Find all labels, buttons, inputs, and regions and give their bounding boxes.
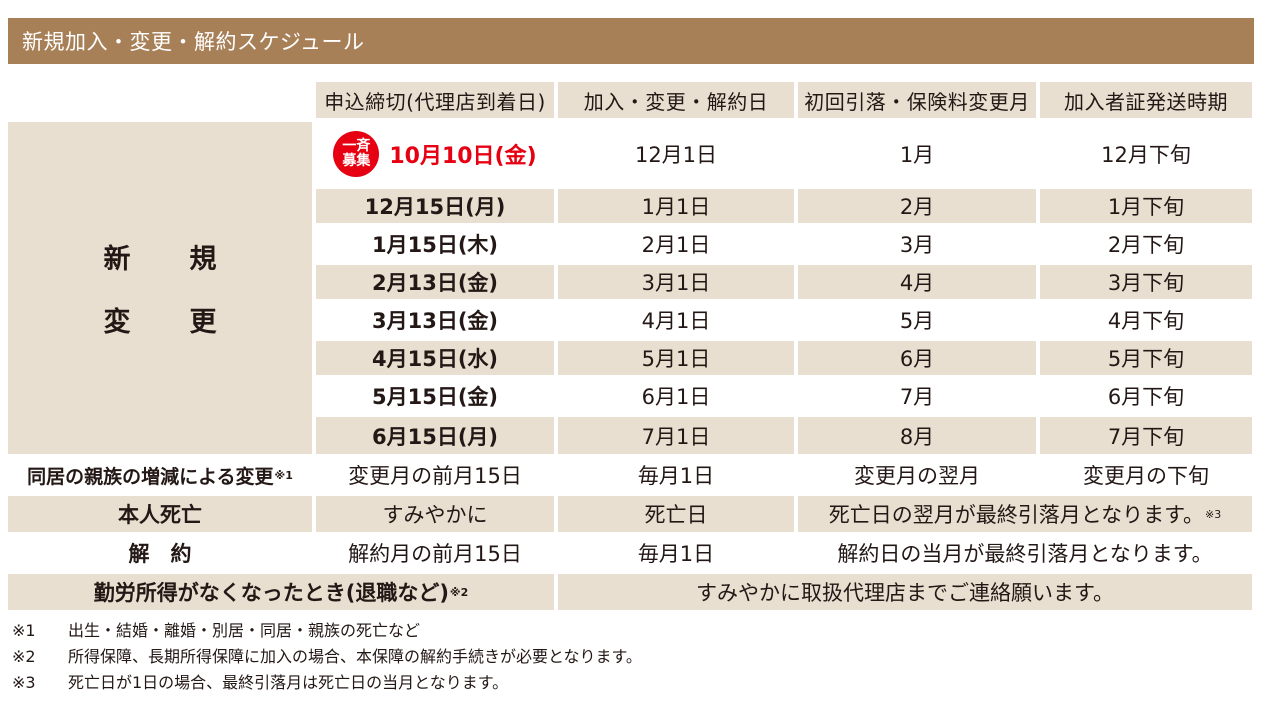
group-label-new: 新 規: [103, 244, 233, 275]
cancel-merged: 解約日の当月が最終引落月となります。: [837, 542, 1213, 566]
header-deadline: 申込締切(代理店到着日): [316, 82, 554, 118]
table-row-6-month: 7月: [899, 385, 935, 409]
table-row-3-month: 4月: [798, 265, 1036, 299]
table-row-6-deadline: 5月15日(金): [371, 385, 499, 409]
table-row-3-ship: 3月下旬: [1040, 265, 1252, 299]
header-date: 加入・変更・解約日: [558, 82, 794, 118]
footnote-text: 出生・結婚・離婚・別居・同居・親族の死亡など: [68, 621, 421, 640]
footnote-mark: ※1: [12, 621, 36, 640]
table-row-0-month: 1月: [899, 143, 935, 167]
footnote-3: ※3 死亡日が1日の場合、最終引落月は死亡日の当月となります。: [12, 670, 642, 696]
death-merged: 死亡日の翌月が最終引落月となります。 ※3: [798, 496, 1252, 532]
footnote-mark: ※3: [12, 673, 36, 692]
table-row-2-deadline: 1月15日(木): [371, 233, 499, 257]
family-change-label-text: 同居の親族の増減による変更: [27, 465, 274, 488]
group-label-new-change: 新 規 変 更: [8, 122, 312, 454]
table-row-4-date: 4月1日: [641, 309, 711, 333]
retire-label-text: 勤労所得がなくなったとき(退職など): [93, 581, 449, 605]
family-change-label: 同居の親族の増減による変更 ※1: [8, 457, 312, 493]
header-shipping: 加入者証発送時期: [1040, 82, 1252, 118]
table-row-1-month: 2月: [798, 189, 1036, 223]
family-change-date: 毎月1日: [637, 464, 715, 488]
family-change-ship: 変更月の下旬: [1083, 464, 1209, 488]
table-row-0-date: 12月1日: [634, 143, 718, 167]
table-row-4-ship: 4月下旬: [1107, 309, 1185, 333]
table-row-5-month: 6月: [798, 341, 1036, 375]
deadline-value: 10月10日(金): [389, 144, 537, 169]
footnote-mark: ※2: [12, 647, 36, 666]
table-row-5-date: 5月1日: [558, 341, 794, 375]
table-row-5-ship: 5月下旬: [1040, 341, 1252, 375]
footnotes: ※1 出生・結婚・離婚・別居・同居・親族の死亡など ※2 所得保障、長期所得保障に加…: [12, 618, 642, 696]
death-date: 死亡日: [558, 496, 794, 532]
cancel-label: 解 約: [128, 542, 192, 566]
table-row-3-deadline: 2月13日(金): [316, 265, 554, 299]
footnote-2: ※2 所得保障、長期所得保障に加入の場合、本保障の解約手続きが必要となります。: [12, 644, 642, 670]
death-label: 本人死亡: [8, 496, 312, 532]
table-row-3-date: 3月1日: [558, 265, 794, 299]
table-row-7-date: 7月1日: [558, 417, 794, 454]
family-change-note: ※1: [274, 468, 293, 482]
table-row-0-ship: 12月下旬: [1101, 143, 1191, 167]
footnote-text: 死亡日が1日の場合、最終引落月は死亡日の当月となります。: [68, 673, 509, 692]
group-label-change: 変 更: [103, 307, 233, 338]
table-row-4-deadline: 3月13日(金): [371, 309, 499, 333]
family-change-deadline: 変更月の前月15日: [348, 464, 522, 488]
table-row-2-ship: 2月下旬: [1107, 233, 1185, 257]
table-row-1-date: 1月1日: [558, 189, 794, 223]
footnote-text: 所得保障、長期所得保障に加入の場合、本保障の解約手続きが必要となります。: [68, 647, 642, 666]
table-row-2-month: 3月: [899, 233, 935, 257]
table-row-0-deadline: 一斉 募集 10月10日(金): [316, 122, 554, 186]
header-first-debit: 初回引落・保険料変更月: [798, 82, 1036, 118]
table-row-1-ship: 1月下旬: [1040, 189, 1252, 223]
table-row-4-month: 5月: [899, 309, 935, 333]
death-deadline: すみやかに: [316, 496, 554, 532]
table-row-1-deadline: 12月15日(月): [316, 189, 554, 223]
retire-note: ※2: [449, 585, 469, 599]
cancel-deadline: 解約月の前月15日: [348, 542, 522, 566]
family-change-month: 変更月の翌月: [854, 464, 980, 488]
retire-merged: すみやかに取扱代理店までご連絡願います。: [558, 574, 1252, 610]
table-row-7-month: 8月: [798, 417, 1036, 454]
bulk-enrollment-badge: 一斉 募集: [333, 131, 380, 177]
death-note: ※3: [1205, 507, 1222, 521]
table-row-6-date: 6月1日: [641, 385, 711, 409]
badge-line-1: 一斉: [342, 138, 371, 154]
cancel-date: 毎月1日: [637, 542, 715, 566]
table-row-2-date: 2月1日: [641, 233, 711, 257]
retire-label: 勤労所得がなくなったとき(退職など) ※2: [8, 574, 554, 610]
footnote-1: ※1 出生・結婚・離婚・別居・同居・親族の死亡など: [12, 618, 642, 644]
table-row-7-ship: 7月下旬: [1040, 417, 1252, 454]
death-merged-text: 死亡日の翌月が最終引落月となります。: [828, 503, 1205, 527]
table-row-7-deadline: 6月15日(月): [316, 417, 554, 454]
page-title: 新規加入・変更・解約スケジュール: [8, 18, 1254, 64]
badge-line-2: 募集: [342, 153, 371, 169]
table-row-6-ship: 6月下旬: [1107, 385, 1185, 409]
table-row-5-deadline: 4月15日(水): [316, 341, 554, 375]
